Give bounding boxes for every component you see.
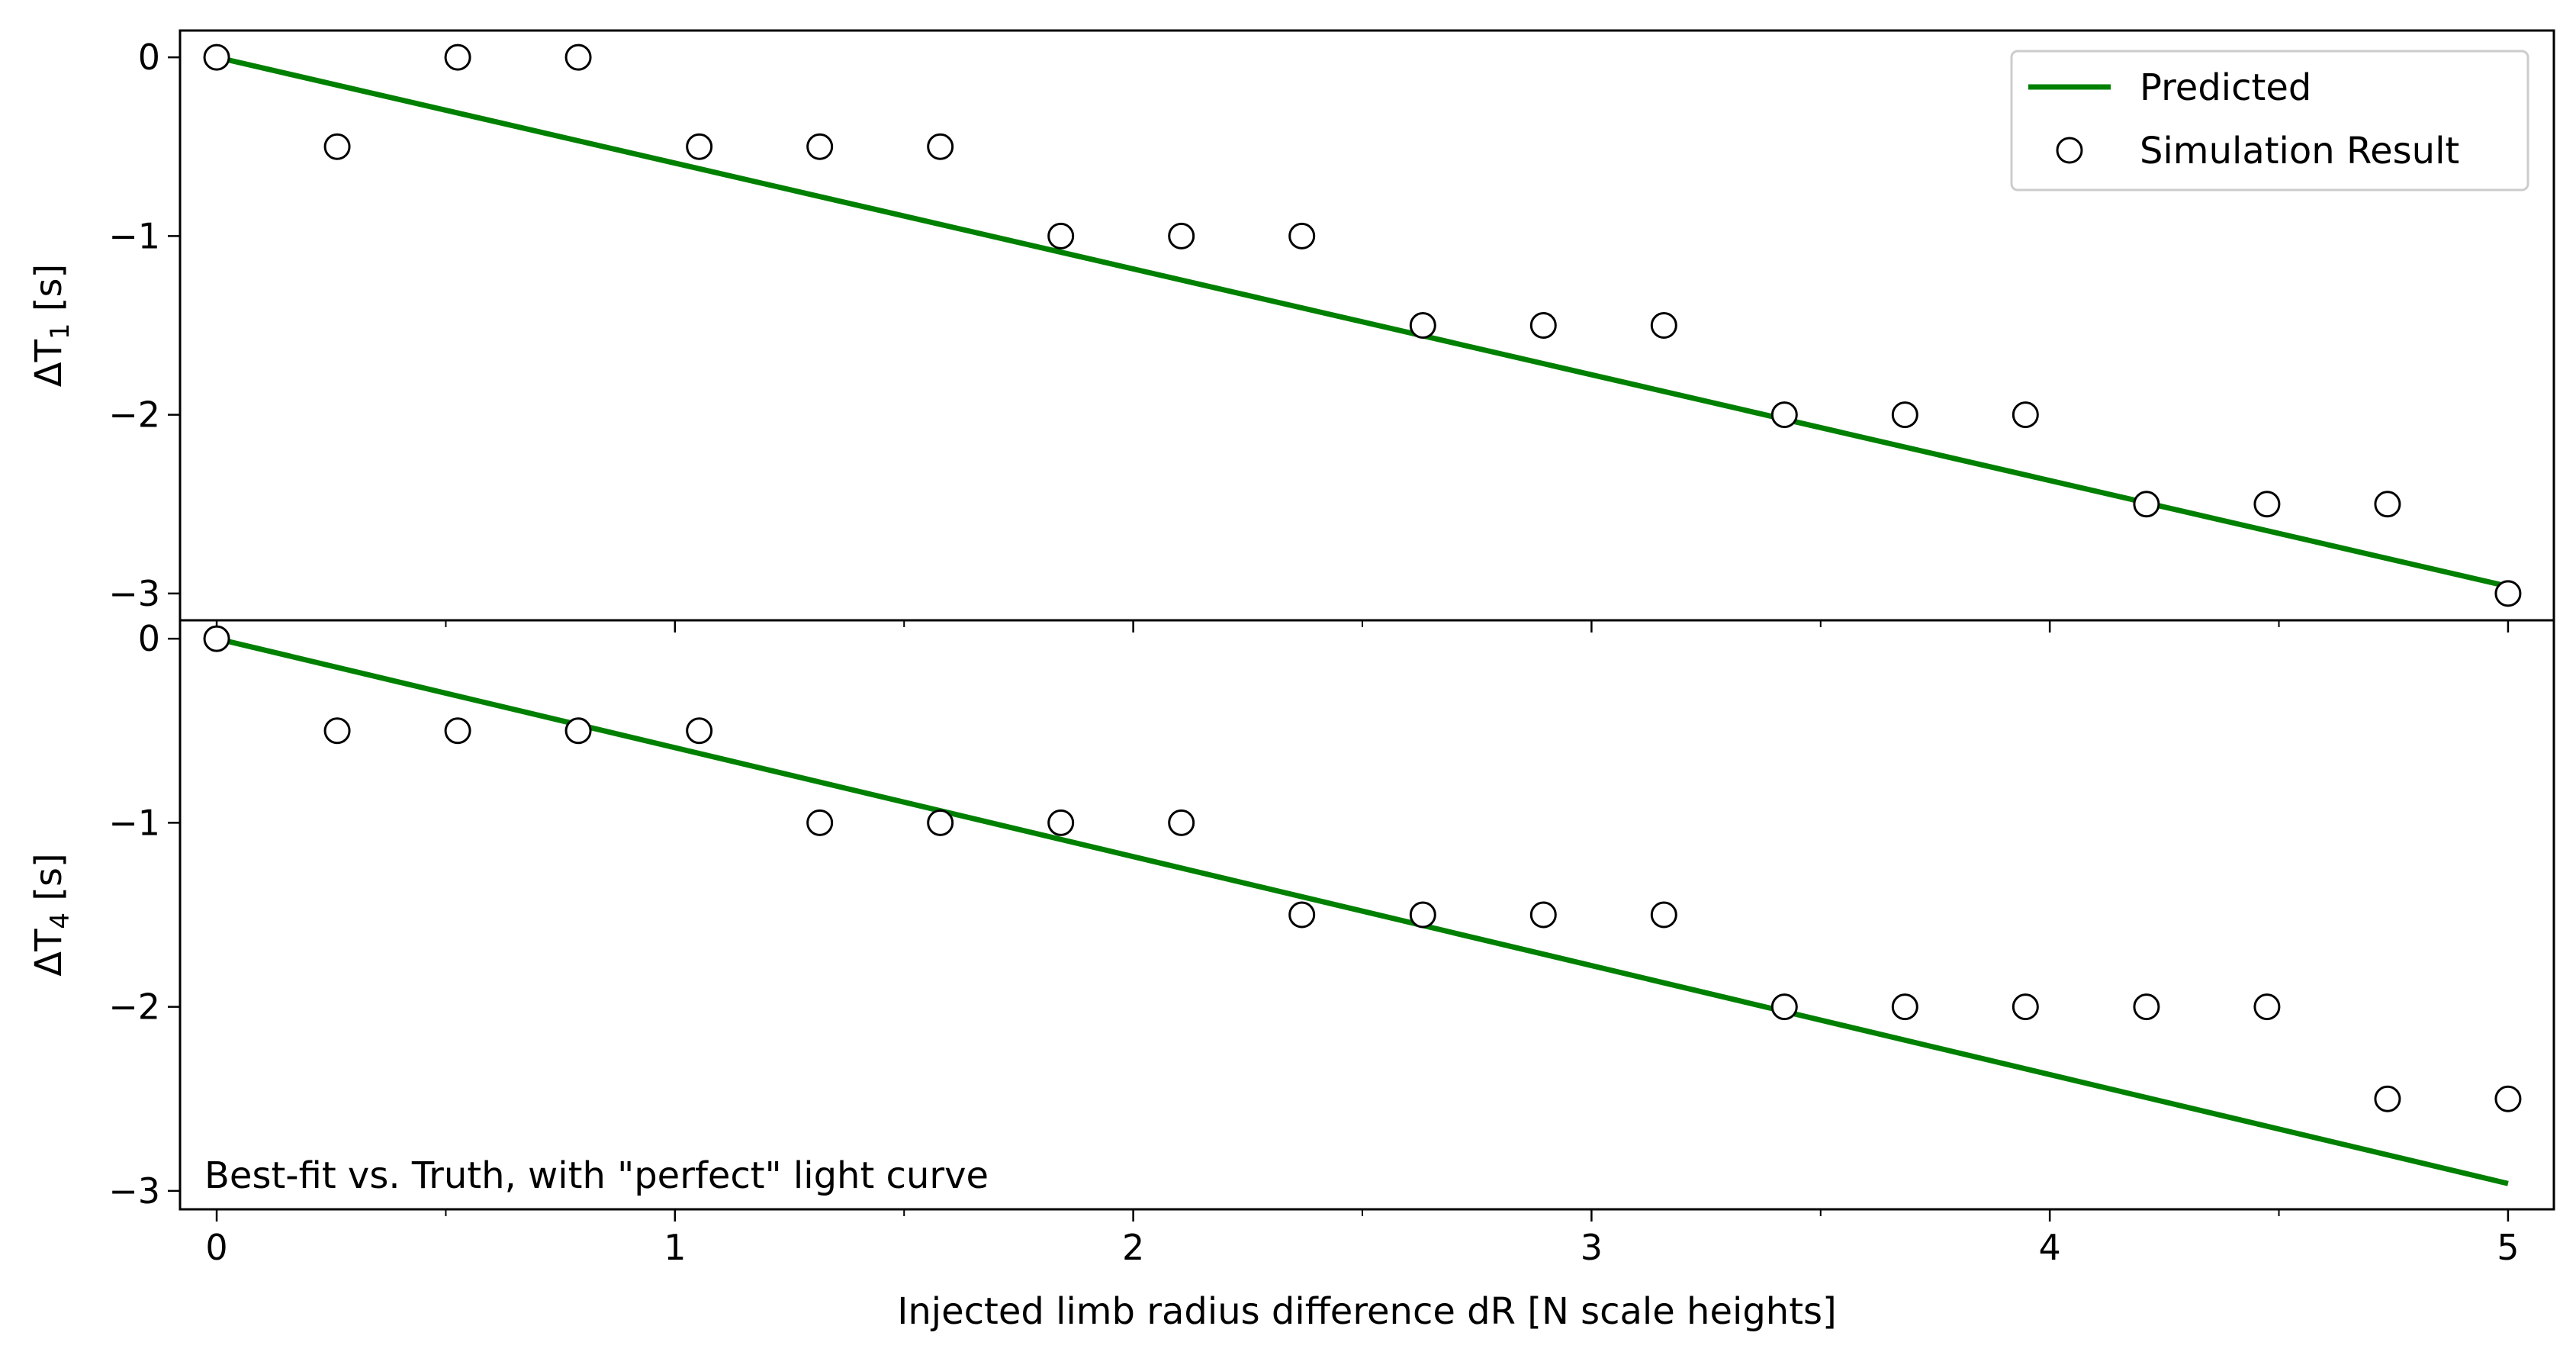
simulation-point xyxy=(1047,809,1075,836)
simulation-point xyxy=(564,43,592,71)
simulation-point xyxy=(927,809,954,836)
x-tick-label: 0 xyxy=(205,1227,227,1268)
simulation-point xyxy=(2494,580,2522,607)
y-tick-label: 0 xyxy=(138,37,160,78)
simulation-point xyxy=(1891,401,1918,429)
x-tick-label: 1 xyxy=(664,1227,686,1268)
simulation-point xyxy=(2494,1085,2522,1112)
simulation-point xyxy=(686,717,713,745)
simulation-point xyxy=(1650,901,1677,929)
y-tick-label: −1 xyxy=(108,215,160,256)
legend-entry-predicted: Predicted xyxy=(2140,66,2311,109)
simulation-point xyxy=(444,43,471,71)
simulation-point xyxy=(323,133,351,160)
x-tick-label: 4 xyxy=(2039,1227,2061,1268)
y-tick-label: −2 xyxy=(108,394,160,436)
simulation-point xyxy=(2374,1085,2401,1112)
x-axis-label: Injected limb radius difference dR [N sc… xyxy=(897,1290,1837,1333)
panel-2: 0 −1 −2 −3 0 1 2 3 4 5 ΔT4 [s] Best-fit vs. Truth, … xyxy=(27,618,2555,1268)
simulation-point xyxy=(1409,312,1436,339)
simulation-point xyxy=(927,133,954,160)
simulation-point xyxy=(2133,993,2160,1021)
simulation-point xyxy=(2253,491,2281,518)
simulation-point xyxy=(564,717,592,745)
simulation-point xyxy=(1529,901,1557,929)
y-tick-label: −3 xyxy=(108,1170,160,1212)
simulation-point xyxy=(1047,222,1075,249)
y-axis-label: ΔT1 [s] xyxy=(27,264,76,388)
simulation-point xyxy=(1288,222,1316,249)
simulation-point xyxy=(323,717,351,745)
x-tick-label: 5 xyxy=(2497,1227,2519,1268)
y-axis-label: ΔT4 [s] xyxy=(27,853,76,977)
plot-frame xyxy=(178,619,2555,1211)
simulation-point xyxy=(444,717,471,745)
simulation-point xyxy=(203,43,230,71)
simulation-point xyxy=(2374,491,2401,518)
legend-marker-swatch xyxy=(2056,137,2083,164)
simulation-point xyxy=(806,133,834,160)
simulation-point xyxy=(1409,901,1436,929)
y-tick-label: −2 xyxy=(108,987,160,1028)
y-tick-label: −3 xyxy=(108,573,160,614)
simulation-point xyxy=(1770,401,1798,429)
x-tick-label: 3 xyxy=(1581,1227,1603,1268)
simulation-point xyxy=(1529,312,1557,339)
simulation-point xyxy=(1168,222,1195,249)
simulation-point xyxy=(1288,901,1316,929)
legend-entry-simulation: Simulation Result xyxy=(2140,130,2459,172)
simulation-point xyxy=(1650,312,1677,339)
simulation-point xyxy=(2012,993,2039,1021)
panel-1: 0 −1 −2 −3 ΔT1 [s] xyxy=(27,29,2555,632)
annotation-text: Best-fit vs. Truth, with "perfect" light… xyxy=(204,1154,989,1197)
predicted-line xyxy=(216,636,2509,1186)
simulation-point xyxy=(1770,993,1798,1021)
legend-box xyxy=(2010,50,2529,192)
simulation-point xyxy=(686,133,713,160)
simulation-point xyxy=(2012,401,2039,429)
simulation-point xyxy=(2253,993,2281,1021)
simulation-point xyxy=(1891,993,1918,1021)
y-tick-label: −1 xyxy=(108,802,160,843)
simulation-point xyxy=(1168,809,1195,836)
simulation-point xyxy=(806,809,834,836)
y-tick-label: 0 xyxy=(138,618,160,659)
simulation-point xyxy=(2133,491,2160,518)
x-tick-label: 2 xyxy=(1122,1227,1144,1268)
simulation-point xyxy=(203,625,230,652)
legend: Predicted Simulation Result xyxy=(2010,50,2529,192)
predicted-line xyxy=(216,54,2509,589)
